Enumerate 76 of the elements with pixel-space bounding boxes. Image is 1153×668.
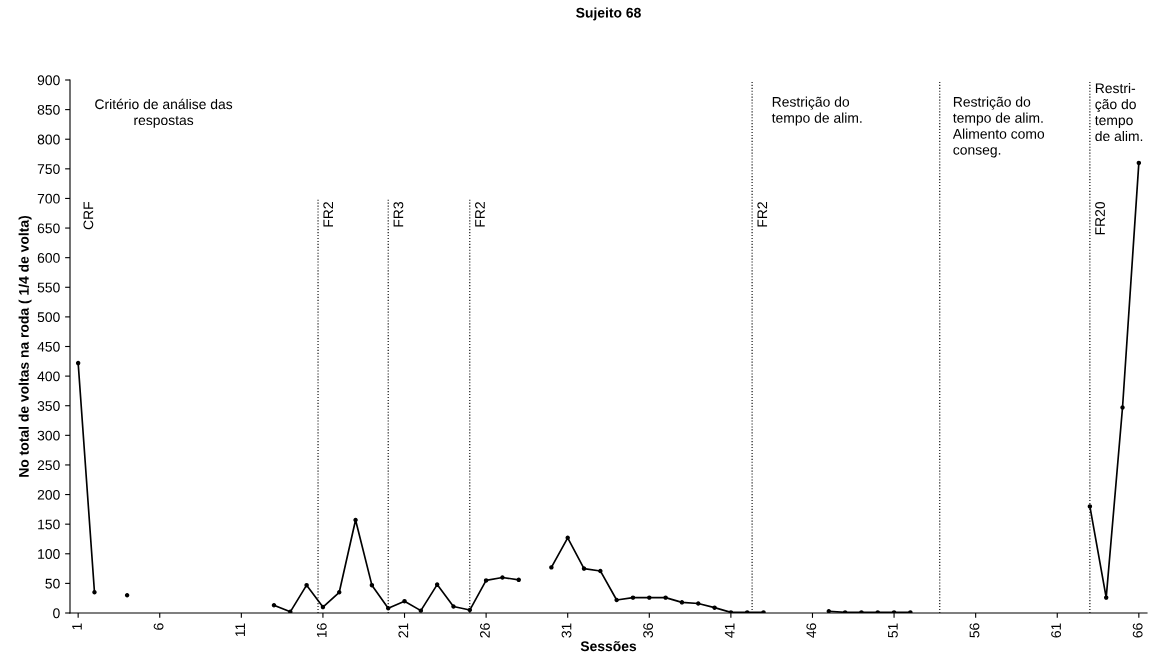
y-tick-label: 400 bbox=[37, 371, 60, 382]
point bbox=[647, 595, 652, 600]
x-tick-label: 56 bbox=[969, 623, 980, 638]
point bbox=[663, 595, 668, 600]
x-tick-label: 51 bbox=[888, 623, 898, 638]
annotation: Restrição do tempo de alim. bbox=[771, 96, 862, 126]
point bbox=[434, 582, 440, 587]
point bbox=[565, 535, 570, 541]
point bbox=[581, 566, 587, 571]
x-tick-label: 6 bbox=[153, 623, 164, 630]
y-tick-label: 450 bbox=[37, 341, 60, 352]
annotation: CRF bbox=[83, 201, 94, 230]
y-tick-label: 800 bbox=[37, 134, 60, 145]
point bbox=[92, 590, 97, 595]
y-tick-label: 350 bbox=[37, 401, 60, 411]
y-tick-label: 300 bbox=[37, 430, 60, 441]
y-tick-label: 700 bbox=[37, 193, 60, 204]
point bbox=[75, 360, 81, 366]
x-tick-label: 31 bbox=[561, 623, 572, 638]
point bbox=[598, 568, 603, 574]
ref-line-label: FR20 bbox=[1095, 201, 1105, 235]
ref-line-label: FR3 bbox=[393, 202, 404, 227]
ref-line-label: FR2 bbox=[323, 202, 333, 227]
point bbox=[418, 608, 424, 613]
point bbox=[549, 565, 554, 570]
x-tick-label: 16 bbox=[316, 623, 327, 638]
point bbox=[1136, 160, 1142, 166]
y-tick-label: 500 bbox=[37, 312, 60, 323]
x-axis-title: Sessões bbox=[580, 641, 637, 652]
point bbox=[1103, 595, 1109, 600]
y-tick-label: 0 bbox=[53, 608, 60, 619]
ref-line-label: FR2 bbox=[475, 202, 485, 227]
chart-title: Sujeito 68 bbox=[576, 7, 641, 21]
point bbox=[337, 590, 342, 595]
ref-line-label: FR2 bbox=[757, 202, 768, 227]
point bbox=[320, 604, 326, 610]
x-tick-label: 1 bbox=[72, 623, 82, 630]
x-tick-label: 26 bbox=[480, 623, 490, 638]
point bbox=[1120, 405, 1125, 410]
annotation: Restri- ção do tempo de alim. bbox=[1094, 82, 1143, 142]
point bbox=[712, 605, 717, 610]
annotation: Critério de análise das respostas bbox=[95, 98, 233, 128]
point bbox=[124, 593, 130, 598]
point bbox=[516, 577, 521, 583]
point bbox=[679, 600, 685, 605]
point bbox=[271, 603, 277, 608]
x-tick-label: 46 bbox=[806, 623, 817, 638]
y-tick-label: 600 bbox=[37, 253, 60, 263]
point bbox=[402, 598, 407, 604]
x-tick-label: 11 bbox=[235, 623, 245, 637]
point bbox=[369, 582, 375, 588]
y-tick-label: 900 bbox=[37, 75, 60, 86]
y-tick-label: 650 bbox=[37, 223, 60, 234]
y-tick-label: 850 bbox=[37, 104, 60, 115]
y-tick-label: 550 bbox=[37, 282, 60, 293]
y-tick-label: 750 bbox=[37, 164, 60, 174]
point bbox=[451, 604, 456, 609]
y-tick-label: 100 bbox=[38, 549, 60, 559]
point bbox=[483, 578, 489, 583]
y-tick-label: 150 bbox=[38, 519, 60, 530]
y-tick-label: 50 bbox=[45, 578, 60, 589]
point bbox=[696, 601, 701, 606]
x-tick-label: 66 bbox=[1132, 623, 1143, 638]
x-tick-label: 61 bbox=[1051, 623, 1061, 638]
point bbox=[500, 575, 505, 580]
point bbox=[630, 595, 636, 600]
annotation: Restrição do tempo de alim. Alimento como conseg. bbox=[952, 96, 1045, 158]
y-tick-label: 250 bbox=[37, 460, 60, 471]
x-tick-label: 21 bbox=[398, 623, 409, 638]
point bbox=[614, 597, 619, 603]
y-axis-title: No total de voltas na roda ( 1/4 de volta) bbox=[18, 215, 32, 477]
y-tick-label: 200 bbox=[37, 489, 60, 500]
x-tick-label: 41 bbox=[724, 623, 735, 638]
point bbox=[353, 517, 358, 523]
x-tick-label: 36 bbox=[643, 623, 654, 638]
point bbox=[304, 582, 309, 588]
